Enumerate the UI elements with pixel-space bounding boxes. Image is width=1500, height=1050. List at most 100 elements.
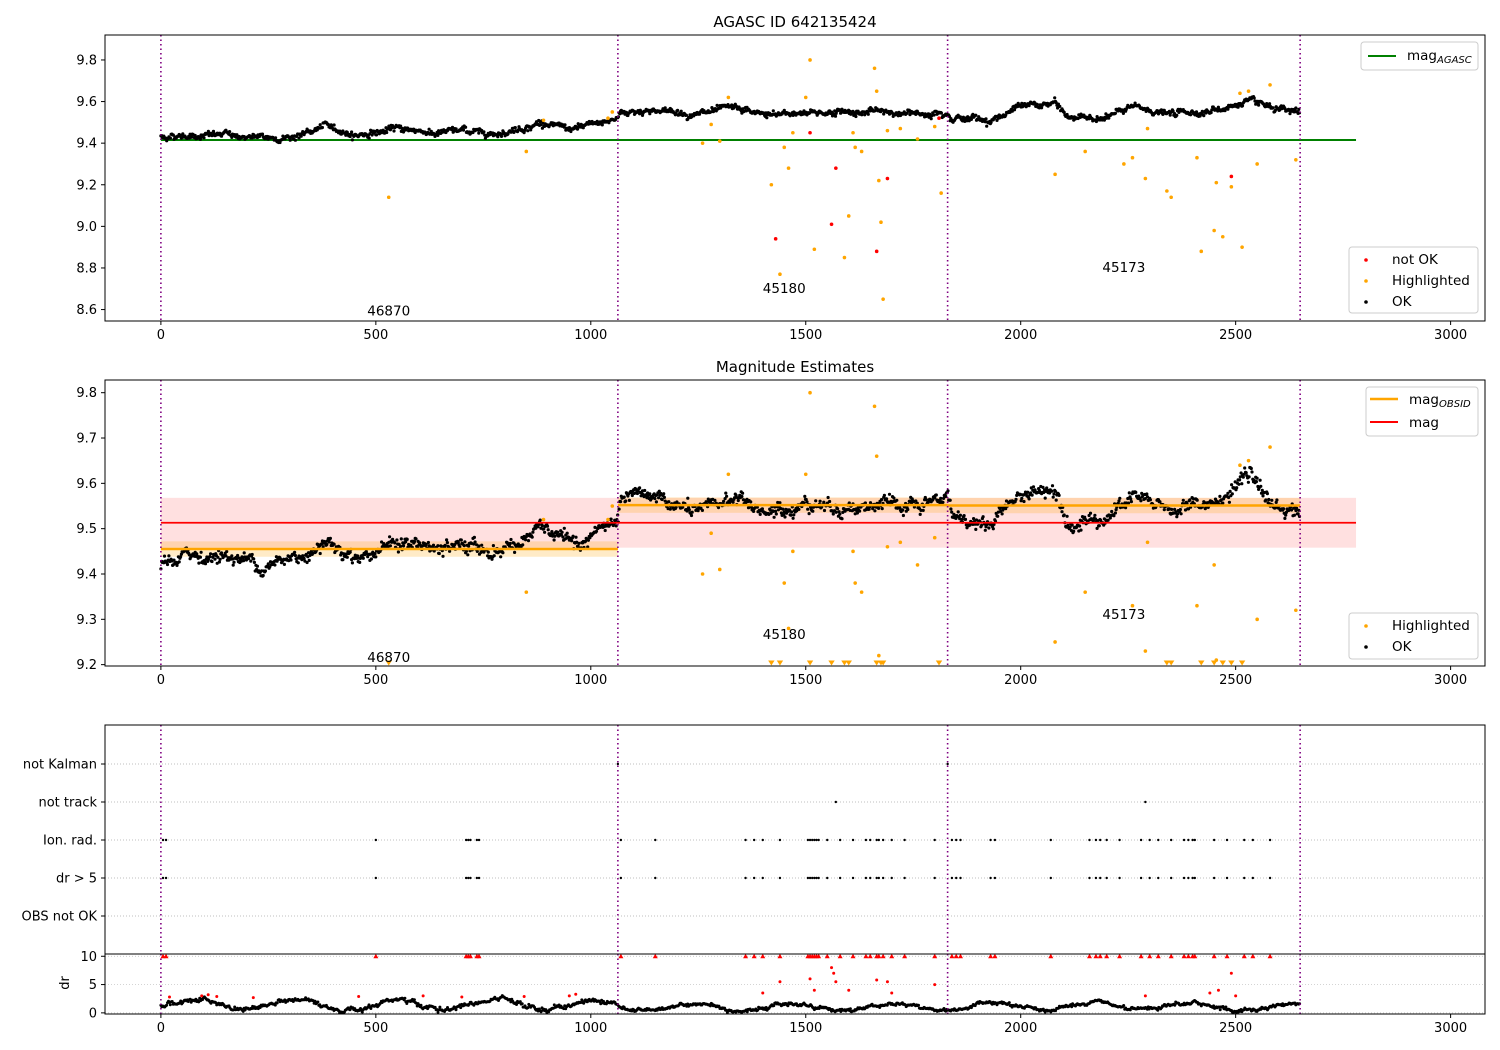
dr-highlight-point [812,988,816,992]
ok-point [293,550,297,555]
dr-clipped-marker [760,953,766,959]
highlighted-point [915,137,920,141]
ok-point [991,527,995,531]
dr-point [170,1000,174,1003]
flag-point [815,876,818,880]
ok-point [1041,485,1045,489]
ok-point [1260,488,1264,492]
ok-point [1054,498,1058,502]
ok-point [249,559,253,563]
dr-clipped-marker [476,953,482,959]
ok-point [1058,104,1062,108]
ok-point [879,498,884,502]
ok-point [755,505,759,509]
ok-point [321,545,325,549]
dr-clipped-marker [824,953,830,959]
dr-point [436,1010,440,1014]
ok-point [1268,102,1272,106]
highlighted-point [791,130,795,135]
ok-point [996,514,1000,518]
ok-point [734,493,738,497]
dr-clipped-marker [949,953,955,959]
ok-point [1088,511,1093,515]
ok-point [880,507,884,511]
ok-point [622,495,626,499]
flag-point [1187,838,1190,842]
ok-point [350,138,354,142]
ok-point [614,524,618,528]
ok-point [1087,513,1091,518]
ok-point [654,500,659,504]
dr-clipped-marker [876,953,882,959]
ok-point [929,117,933,121]
ok-point [524,538,528,542]
ok-point [472,535,476,540]
ok-point [1000,512,1004,516]
flag-point [1157,838,1160,842]
ok-point [1134,490,1138,494]
highlighted-point [872,66,877,71]
dr-highlight-point [875,978,879,982]
ok-point [741,491,745,495]
ok-point [230,554,234,558]
ok-point [399,124,403,128]
ok-point [1040,106,1044,110]
ok-point [1030,493,1034,497]
ok-point [674,505,678,509]
ok-point [320,125,324,130]
ok-point [627,498,632,502]
ok-point [1265,492,1269,496]
flag-point [817,876,820,880]
highlighted-point [1238,463,1242,468]
ok-point [540,524,545,528]
ok-point [437,551,441,556]
flag-point [1169,876,1173,880]
dr-point [454,1008,458,1012]
ok-point [250,552,254,557]
dr-point [316,1000,320,1004]
ok-point [1004,507,1008,511]
flag-point [1148,876,1151,880]
dr-point [1156,1008,1160,1012]
ok-point [781,507,785,511]
not-ok-point [834,166,838,170]
flag-point [810,876,814,880]
ok-point [374,555,378,559]
ok-point [956,510,960,514]
highlighted-point [898,540,903,545]
ok-point [873,509,877,513]
highlighted-point [1130,603,1135,608]
ok-point [1078,524,1082,528]
ok-point [1179,512,1183,516]
dr-point [520,1002,524,1006]
x-tick-label: 2000 [1004,328,1037,343]
ok-point [1250,470,1254,474]
dr-highlight-point [1208,991,1212,995]
ok-point [490,557,494,561]
ok-point [787,508,792,512]
ok-point [885,497,889,501]
ok-point [1158,500,1162,504]
ok-point [690,510,694,514]
flag-point [810,838,814,842]
ok-point [466,553,470,557]
x-tick-label: 3000 [1434,328,1467,343]
dr-clipped-marker [1192,953,1198,959]
ok-point [1022,499,1026,504]
legend-box [1348,246,1479,314]
ok-point [674,111,678,115]
dr-point [1212,1004,1216,1008]
flag-point [1212,876,1216,880]
ok-point [1097,524,1101,528]
ok-point [399,537,403,541]
y-tick-label: 9.0 [76,220,97,235]
ok-point [537,522,541,527]
ok-point [232,560,236,564]
ok-point [847,501,851,505]
dr-highlight-point [357,994,361,998]
dr-clipped-marker [743,953,749,959]
ok-point [576,122,580,126]
dr-clipped-marker [1185,953,1191,959]
ok-point [391,537,395,541]
